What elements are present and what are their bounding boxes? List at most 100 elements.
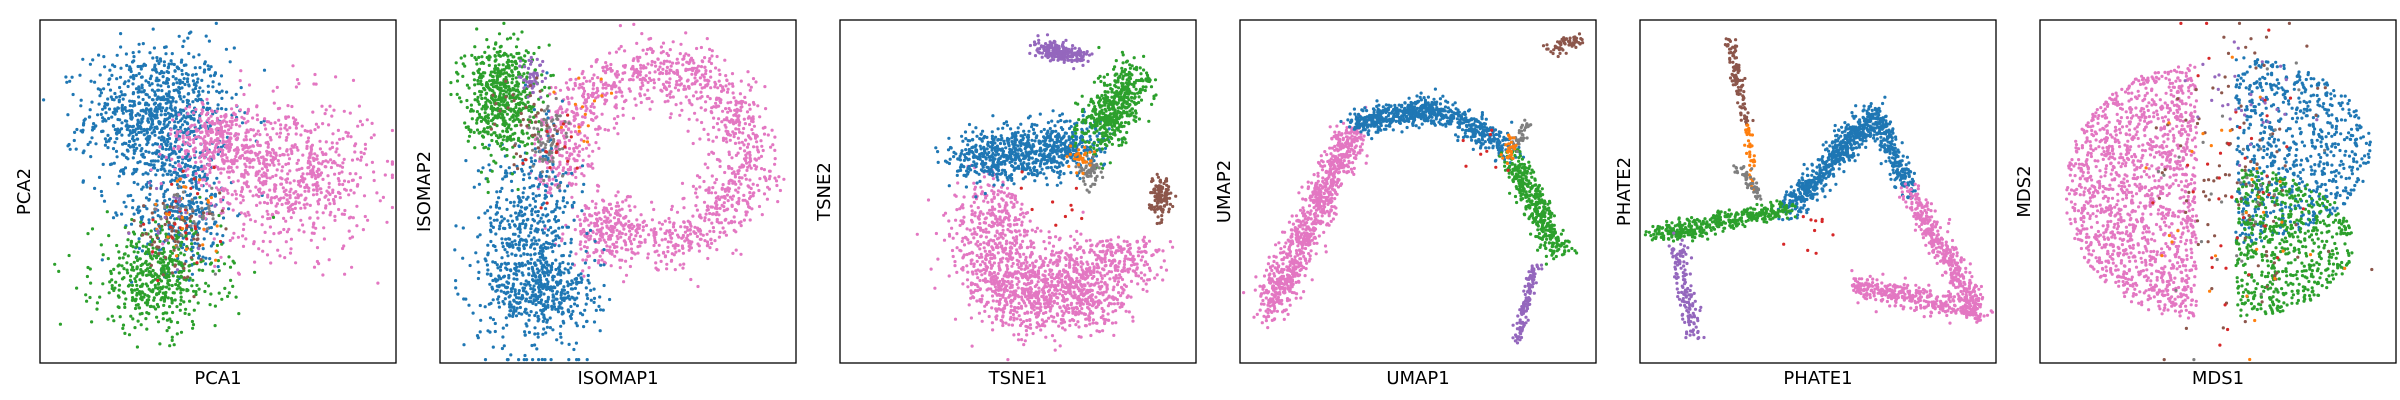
pca-point-brown [183, 262, 187, 266]
isomap-point-pink [724, 74, 728, 78]
pca-point-blue [103, 143, 107, 147]
pca-point-green [161, 251, 165, 256]
isomap-point-pink [744, 210, 748, 214]
isomap-point-pink [722, 201, 726, 205]
pca-point-green [192, 308, 196, 312]
pca-point-pink [265, 209, 269, 213]
isomap-point-pink [674, 250, 678, 254]
pca-point-pink [236, 271, 241, 275]
isomap-point-blue [557, 226, 561, 230]
pca-point-gray [178, 206, 182, 211]
pca-point-pink [385, 159, 390, 163]
pca-point-green [129, 263, 133, 267]
pca-point-pink [334, 75, 338, 79]
pca-point-blue [175, 81, 179, 85]
pca-point-blue [192, 55, 196, 59]
pca-point-green [179, 298, 183, 302]
isomap-point-blue [544, 189, 548, 193]
pca-point-pink [280, 202, 284, 207]
isomap-point-pink [646, 252, 650, 256]
isomap-point-blue [533, 332, 537, 336]
pca-point-pink [279, 123, 283, 127]
isomap-point-pink [678, 263, 682, 267]
isomap-point-pink [695, 97, 700, 101]
isomap-point-blue [550, 242, 555, 246]
pca-point-blue [159, 71, 164, 75]
pca-point-pink [326, 160, 330, 164]
pca-point-green [67, 253, 71, 258]
pca-point-green [173, 298, 177, 302]
isomap-point-pink [566, 97, 570, 101]
pca-point-pink [278, 254, 282, 258]
pca-point-blue [141, 108, 145, 112]
isomap-point-pink [578, 242, 582, 247]
isomap-point-pink [729, 219, 734, 223]
isomap-point-pink [722, 231, 726, 235]
pca-point-brown [196, 233, 200, 237]
isomap-point-pink [608, 213, 612, 217]
isomap-point-pink [730, 156, 734, 160]
isomap-point-pink [747, 83, 751, 87]
isomap-point-pink [691, 94, 696, 98]
isomap-point-blue [565, 225, 569, 229]
pca-point-pink [272, 101, 276, 105]
isomap-point-pink [716, 86, 720, 90]
isomap-point-pink [588, 79, 592, 83]
pca-point-pink [359, 158, 363, 162]
pca-point-pink [161, 242, 165, 246]
pca-point-pink [244, 131, 248, 135]
pca-point-blue [159, 59, 163, 63]
isomap-point-blue [561, 210, 565, 214]
pca-point-blue [144, 92, 148, 96]
isomap-point-pink [776, 200, 780, 204]
pca-point-blue [167, 155, 171, 159]
pca-point-pink [209, 137, 213, 141]
isomap-point-pink [726, 199, 730, 203]
isomap-point-pink [720, 89, 724, 93]
isomap-point-pink [614, 50, 619, 54]
isomap-point-blue [588, 228, 593, 232]
isomap-point-pink [734, 99, 738, 103]
isomap-point-blue [491, 298, 495, 302]
pca-point-pink [288, 193, 292, 198]
pca-point-blue [176, 159, 180, 163]
pca-point-green [213, 304, 217, 308]
pca-point-blue [206, 101, 210, 105]
pca-point-orange [201, 243, 205, 247]
pca-point-pink [299, 133, 303, 137]
isomap-point-pink [616, 132, 620, 136]
pca-point-blue [177, 90, 181, 95]
isomap-point-pink [747, 205, 751, 209]
isomap-point-pink [671, 40, 675, 44]
pca-point-pink [251, 194, 255, 198]
pca-point-blue [184, 63, 188, 67]
pca-point-blue [129, 193, 133, 198]
isomap-point-blue [472, 185, 476, 189]
isomap-point-blue [501, 177, 505, 181]
pca-point-green [109, 269, 113, 273]
pca-point-green [126, 238, 130, 242]
pca-point-blue [116, 106, 120, 110]
isomap-point-pink [710, 106, 714, 110]
pca-point-blue [178, 78, 182, 83]
pca-point-green [98, 295, 102, 299]
pca-point-blue [66, 113, 70, 117]
pca-point-blue [151, 151, 155, 155]
isomap-point-pink [605, 224, 609, 228]
pca-point-pink [181, 155, 185, 159]
pca-point-blue [162, 98, 166, 102]
isomap-point-pink [743, 149, 747, 153]
pca-point-pink [171, 118, 175, 122]
pca-point-blue [211, 242, 215, 246]
pca-point-pink [317, 161, 321, 165]
pca-point-pink [174, 134, 178, 138]
pca-point-pink [359, 150, 363, 154]
pca-point-pink [295, 121, 300, 125]
isomap-point-pink [572, 111, 576, 115]
pca-point-pink [316, 216, 320, 220]
pca-point-pink [321, 211, 325, 215]
pca-point-pink [311, 193, 316, 197]
pca-point-pink [378, 199, 382, 203]
pca-point-pink [311, 110, 315, 114]
isomap-point-pink [582, 227, 586, 232]
